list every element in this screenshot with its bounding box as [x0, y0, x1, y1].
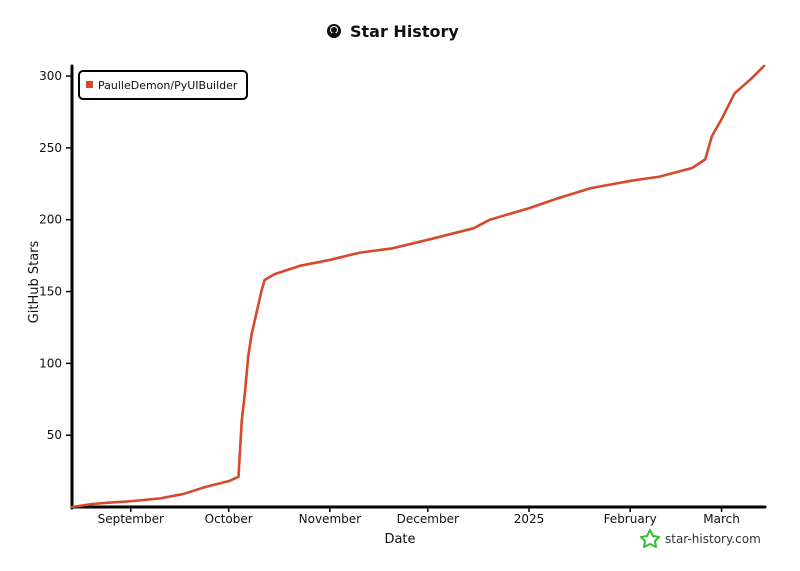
chart-title: Star History: [350, 22, 459, 41]
chart-title-group: Star History: [327, 22, 459, 41]
data-point: [244, 391, 246, 393]
data-point: [247, 355, 250, 357]
data-point: [391, 247, 393, 250]
data-point: [263, 279, 266, 281]
x-tick-label: October: [205, 512, 253, 526]
data-point: [691, 167, 693, 169]
y-axis-ticks: 50 100 150 200 250 300: [39, 69, 72, 442]
data-point: [240, 420, 243, 422]
data-point: [250, 333, 253, 336]
data-point: [629, 180, 631, 182]
legend: PaulleDemon/PyUIBuilder: [78, 70, 248, 100]
y-tick-label: 200: [39, 213, 62, 227]
y-tick-label: 250: [39, 141, 62, 155]
brand-watermark[interactable]: star-history.com: [640, 529, 761, 548]
data-point: [205, 486, 207, 488]
data-point: [750, 78, 752, 80]
data-point: [489, 218, 491, 221]
x-tick-label: November: [299, 512, 361, 526]
x-tick-label: December: [397, 512, 459, 526]
data-point: [129, 500, 132, 503]
x-axis-label: Date: [384, 532, 415, 547]
series-group: [70, 64, 766, 509]
data-point: [237, 476, 240, 478]
data-point: [658, 175, 661, 178]
data-point: [763, 65, 765, 67]
legend-label: PaulleDemon/PyUIBuilder: [98, 79, 238, 92]
brand-link[interactable]: star-history.com: [665, 532, 761, 546]
data-point: [182, 493, 184, 495]
y-tick-label: 300: [39, 69, 62, 83]
data-point: [557, 197, 560, 199]
data-point: [273, 273, 276, 276]
x-tick-label: March: [703, 512, 740, 526]
data-point: [590, 187, 592, 189]
data-point: [329, 259, 331, 261]
data-point: [71, 506, 73, 508]
data-point: [358, 251, 361, 254]
data-point: [107, 501, 109, 504]
x-tick-label: 2025: [514, 512, 545, 526]
legend-box: [78, 70, 248, 100]
y-tick-label: 150: [39, 285, 62, 299]
data-point: [710, 135, 713, 138]
data-point: [720, 118, 723, 120]
data-point: [426, 239, 429, 241]
data-point: [260, 290, 263, 293]
y-tick-label: 50: [47, 428, 62, 442]
data-point: [733, 92, 736, 95]
data-point: [159, 497, 161, 500]
data-point: [299, 264, 302, 267]
legend-swatch: [86, 81, 93, 88]
x-tick-label: February: [604, 512, 657, 526]
data-point: [472, 227, 475, 230]
data-point: [90, 503, 93, 505]
github-icon: [327, 24, 341, 38]
data-point: [528, 207, 530, 210]
y-axis-label: GitHub Stars: [27, 240, 42, 323]
x-axis-ticks: September October November December 2025 Febr…: [98, 507, 740, 526]
data-point: [704, 158, 707, 161]
series-line-0: [70, 64, 766, 509]
star-logo-icon: [640, 529, 660, 548]
data-point: [227, 480, 230, 482]
y-tick-label: 100: [39, 356, 62, 370]
x-tick-label: September: [98, 512, 164, 526]
data-point: [257, 305, 259, 307]
